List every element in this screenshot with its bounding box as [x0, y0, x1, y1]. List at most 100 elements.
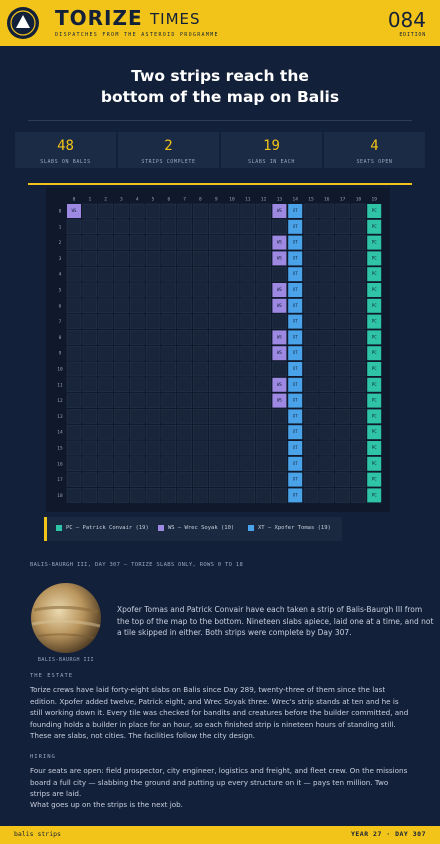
empty-tile: [145, 266, 161, 282]
slab-code: XT: [293, 319, 298, 324]
empty-tile: [161, 377, 177, 393]
slab-code: WS: [277, 255, 282, 260]
empty-tile: [319, 361, 335, 377]
empty-tile: [177, 282, 192, 298]
empty-tile: [303, 314, 319, 329]
empty-tile: [351, 440, 366, 456]
empty-tile: [351, 377, 366, 393]
empty-tile: [66, 266, 82, 282]
empty-tile: [145, 330, 161, 345]
empty-tile: [66, 472, 82, 487]
empty-tile: [82, 266, 98, 282]
slab: [272, 204, 287, 218]
column-label: 11: [245, 197, 251, 203]
slab-code: WS: [277, 303, 282, 308]
empty-tile: [161, 345, 177, 361]
slab: [367, 346, 382, 361]
empty-tile: [303, 219, 319, 235]
empty-tile: [351, 203, 366, 219]
slab: [367, 377, 382, 392]
empty-tile: [161, 488, 177, 503]
empty-tile: [161, 251, 177, 266]
empty-tile: [303, 345, 319, 361]
empty-tile: [129, 472, 145, 487]
empty-tile: [161, 456, 177, 472]
empty-tile: [98, 251, 113, 266]
slab-code: WS: [72, 208, 77, 213]
legend-swatch: [56, 525, 62, 531]
empty-tile: [66, 440, 82, 456]
empty-tile: [98, 330, 113, 345]
empty-tile: [224, 424, 240, 440]
slab: [288, 235, 303, 250]
empty-tile: [161, 235, 177, 250]
empty-tile: [351, 298, 366, 314]
empty-tile: [114, 345, 129, 361]
footer-right: YEAR 27 · DAY 307: [350, 830, 426, 838]
empty-tile: [177, 219, 192, 235]
headline: Two strips reach the bottom of the map o…: [100, 67, 340, 106]
slab: [272, 393, 287, 408]
kicker: THE ESTATE: [30, 673, 74, 679]
empty-tile: [303, 472, 319, 487]
empty-tile: [177, 488, 192, 503]
rule: [28, 183, 412, 185]
empty-tile: [66, 345, 82, 361]
empty-tile: [256, 235, 271, 250]
empty-tile: [272, 488, 287, 503]
row-label: 16: [57, 461, 63, 467]
empty-tile: [82, 203, 98, 219]
empty-tile: [224, 314, 240, 329]
slab-code: XT: [293, 492, 298, 497]
empty-tile: [335, 330, 350, 345]
empty-tile: [208, 314, 224, 329]
empty-tile: [161, 266, 177, 282]
slab: [288, 441, 303, 455]
slab-code: XT: [293, 303, 298, 308]
empty-tile: [98, 203, 113, 219]
empty-tile: [256, 219, 271, 235]
row-label: 11: [57, 382, 63, 388]
column-label: 9: [215, 197, 218, 203]
empty-tile: [82, 282, 98, 298]
closing: What goes up on the strips is the next j…: [30, 800, 183, 809]
empty-tile: [177, 472, 192, 487]
empty-tile: [208, 345, 224, 361]
empty-tile: [193, 330, 208, 345]
paragraph: Torize crews have laid forty-eight slabs…: [30, 685, 409, 740]
empty-tile: [177, 409, 192, 424]
slab-code: WS: [277, 208, 282, 213]
empty-tile: [256, 251, 271, 266]
empty-tile: [161, 203, 177, 219]
empty-tile: [240, 203, 256, 219]
empty-tile: [98, 235, 113, 250]
empty-tile: [193, 251, 208, 266]
empty-tile: [66, 409, 82, 424]
slab-code: PC: [372, 334, 377, 339]
stat-value: 48: [57, 138, 74, 154]
empty-tile: [319, 251, 335, 266]
title2: TIMES: [150, 10, 201, 28]
empty-tile: [208, 282, 224, 298]
empty-tile: [224, 251, 240, 266]
empty-tile: [66, 251, 82, 266]
empty-tile: [177, 456, 192, 472]
empty-tile: [351, 456, 366, 472]
column-label: 14: [292, 197, 298, 203]
legend: PC — Patrick Convair (19) WS — Wrec Soyak…: [44, 517, 342, 541]
empty-tile: [145, 472, 161, 487]
stat: 4 SEATS OPEN: [324, 132, 425, 168]
empty-tile: [208, 266, 224, 282]
empty-tile: [177, 298, 192, 314]
empty-tile: [208, 251, 224, 266]
empty-tile: [224, 440, 240, 456]
empty-tile: [240, 440, 256, 456]
slab: [288, 488, 303, 503]
empty-tile: [240, 409, 256, 424]
empty-tile: [240, 456, 256, 472]
slab-code: XT: [293, 477, 298, 482]
empty-tile: [193, 409, 208, 424]
empty-tile: [240, 266, 256, 282]
slab-code: PC: [372, 287, 377, 292]
